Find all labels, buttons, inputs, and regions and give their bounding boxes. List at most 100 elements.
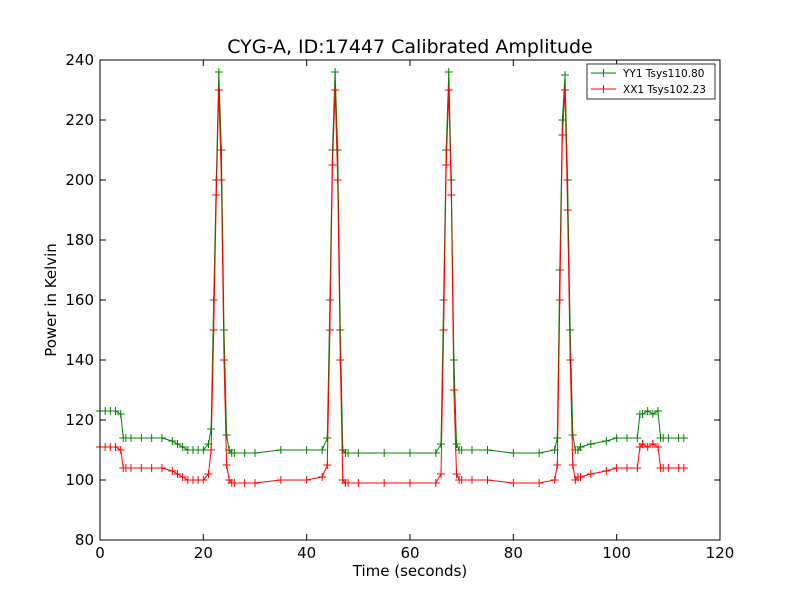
data-point-0 — [679, 434, 688, 442]
data-point-1 — [116, 446, 125, 454]
data-point-1 — [318, 473, 327, 481]
y-tick-label: 120 — [65, 411, 94, 429]
data-point-1 — [648, 440, 657, 448]
data-point-0 — [380, 449, 389, 457]
data-point-0 — [612, 434, 621, 442]
data-point-1 — [447, 191, 456, 199]
data-point-0 — [431, 449, 440, 457]
data-point-1 — [204, 470, 213, 478]
data-point-1 — [633, 464, 642, 472]
data-point-1 — [178, 473, 187, 481]
data-point-1 — [452, 470, 461, 478]
data-point-1 — [331, 86, 340, 94]
data-point-1 — [212, 191, 221, 199]
data-point-1 — [468, 476, 476, 484]
data-point-1 — [568, 461, 577, 469]
data-point-1 — [457, 476, 466, 484]
axes-background — [100, 60, 720, 540]
data-point-1 — [555, 296, 564, 304]
data-point-1 — [158, 464, 166, 472]
data-point-0 — [648, 410, 657, 418]
data-point-0 — [158, 434, 166, 442]
data-point-1 — [336, 356, 345, 364]
y-tick-label: 180 — [65, 231, 94, 249]
data-point-0 — [535, 449, 544, 457]
y-tick-label: 200 — [65, 171, 94, 189]
data-point-0 — [452, 440, 461, 448]
data-point-1 — [437, 470, 445, 478]
data-point-0 — [230, 449, 239, 457]
y-tick-label: 220 — [65, 111, 94, 129]
data-point-0 — [633, 434, 642, 442]
data-point-0 — [178, 443, 187, 451]
data-point-1 — [173, 470, 182, 478]
data-point-1 — [550, 476, 559, 484]
data-point-0 — [302, 446, 311, 454]
data-point-0 — [643, 407, 652, 415]
data-point-0 — [331, 68, 340, 76]
data-point-0 — [276, 446, 285, 454]
y-tick-label: 160 — [65, 291, 94, 309]
data-point-1 — [199, 476, 208, 484]
x-tick-label: 60 — [400, 544, 419, 562]
data-point-0 — [563, 176, 572, 184]
data-point-1 — [444, 86, 453, 94]
data-point-0 — [654, 407, 662, 415]
legend-label-yy1: YY1 Tsys110.80 — [622, 68, 704, 80]
data-point-0 — [168, 437, 177, 445]
data-point-1 — [380, 479, 389, 487]
data-point-0 — [116, 410, 125, 418]
x-axis: 0 20 40 60 80 100 120 — [95, 60, 734, 562]
data-point-0 — [127, 434, 135, 442]
data-point-0 — [214, 68, 223, 76]
data-point-1 — [664, 464, 673, 472]
data-point-1 — [251, 479, 259, 487]
x-tick-label: 120 — [706, 544, 735, 562]
data-point-1 — [217, 176, 226, 184]
data-point-1 — [168, 467, 177, 475]
data-point-0 — [483, 446, 492, 454]
data-point-0 — [209, 296, 218, 304]
data-point-0 — [509, 449, 518, 457]
y-tick-label: 140 — [65, 351, 94, 369]
y-tick-label: 100 — [65, 471, 94, 489]
data-point-0 — [173, 440, 182, 448]
data-point-0 — [576, 443, 585, 451]
legend-label-xx1: XX1 Tsys102.23 — [623, 84, 706, 96]
x-tick-label: 100 — [602, 544, 631, 562]
data-point-1 — [240, 479, 249, 487]
data-point-1 — [406, 479, 414, 487]
legend-box — [586, 63, 716, 100]
data-point-1 — [679, 464, 688, 472]
data-point-1 — [207, 446, 216, 454]
data-point-1 — [431, 479, 440, 487]
x-tick-label: 80 — [504, 544, 523, 562]
data-point-0 — [568, 431, 577, 439]
data-point-0 — [111, 407, 120, 415]
x-axis-label: Time (seconds) — [352, 562, 468, 580]
data-point-1 — [483, 476, 492, 484]
legend: YY1 Tsys110.80 XX1 Tsys102.23 — [586, 63, 716, 100]
data-point-0 — [406, 449, 414, 457]
data-point-1 — [586, 470, 595, 478]
data-point-0 — [240, 449, 249, 457]
data-point-1 — [325, 326, 334, 334]
data-point-0 — [586, 440, 595, 448]
data-point-1 — [553, 461, 562, 469]
y-tick-label: 80 — [75, 531, 94, 549]
legend-entry-xx1: XX1 Tsys102.23 — [591, 84, 706, 96]
data-point-0 — [137, 434, 146, 442]
x-tick-label: 20 — [194, 544, 213, 562]
data-point-0 — [558, 116, 567, 124]
data-point-1 — [127, 464, 135, 472]
data-point-1 — [643, 443, 652, 451]
data-point-1 — [323, 461, 332, 469]
data-point-0 — [444, 68, 453, 76]
data-point-1 — [449, 386, 458, 394]
legend-marker-yy1 — [599, 69, 608, 77]
data-point-0 — [251, 449, 259, 457]
data-point-1 — [602, 467, 611, 475]
data-point-1 — [535, 479, 544, 487]
data-point-1 — [137, 464, 146, 472]
